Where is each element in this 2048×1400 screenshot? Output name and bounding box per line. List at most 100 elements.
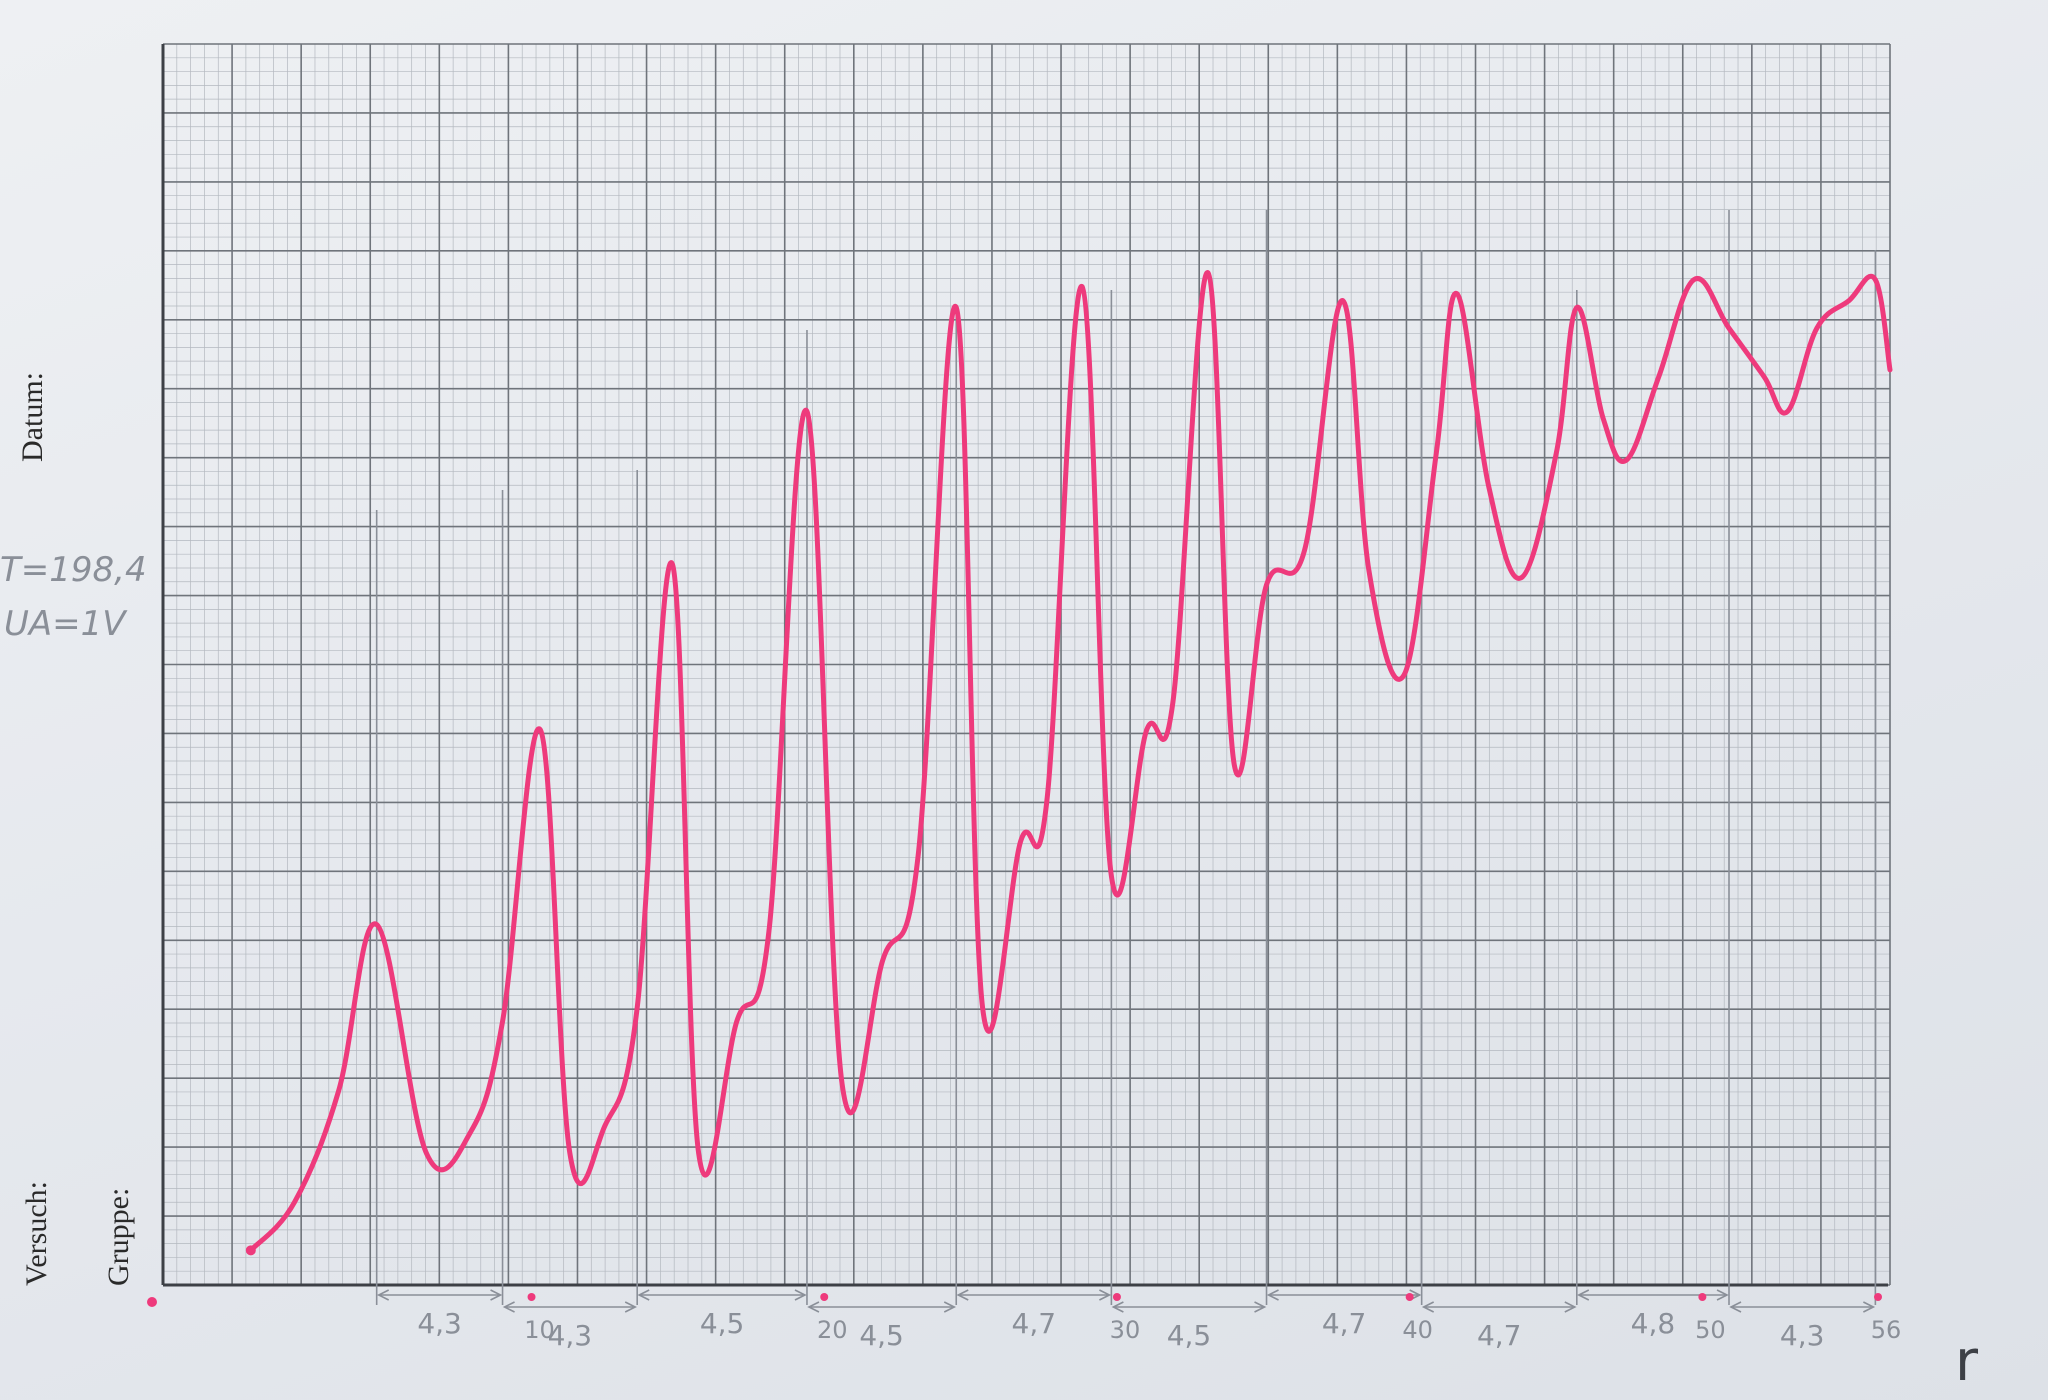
data-point: [1814, 326, 1820, 331]
data-point: [915, 852, 921, 858]
peak-annotations: 4,3 4,3 4,5 4,5 4,7 4,5 4,7 4,7 4,8 4,3: [375, 210, 1877, 1352]
spacing-label: 4,5: [859, 1319, 904, 1352]
data-point: [880, 956, 886, 962]
data-point: [1170, 700, 1176, 705]
data-point: [1761, 374, 1767, 379]
data-point: [1401, 672, 1407, 678]
tick-dot: [1874, 1293, 1882, 1301]
data-point: [766, 929, 772, 934]
arrow-head-left: [376, 1289, 390, 1301]
data-point: [1873, 277, 1878, 282]
data-point: [696, 1151, 701, 1156]
data-point: [1691, 277, 1697, 282]
x-tick-label: 56: [1871, 1316, 1902, 1344]
arrow-head-right: [1099, 1289, 1112, 1301]
data-point: [1434, 450, 1439, 456]
data-point: [1205, 270, 1211, 275]
spacing-label: 4,7: [1012, 1307, 1057, 1340]
spacing-label: 4,8: [1631, 1307, 1676, 1340]
x-tick-label: 30: [1110, 1316, 1141, 1344]
start-point: [245, 1245, 256, 1256]
data-point: [500, 1019, 505, 1024]
data-point: [1726, 326, 1732, 331]
spacing-label: 4,3: [1780, 1319, 1825, 1352]
data-point: [1656, 374, 1661, 379]
data-point: [1109, 873, 1114, 879]
arrow-head-left: [807, 1301, 820, 1313]
arrow-head-right: [1564, 1301, 1577, 1313]
tick-dot: [1112, 1293, 1121, 1301]
data-point: [1624, 457, 1629, 463]
temperature-note: T=198,4: [0, 550, 147, 590]
data-point: [1232, 762, 1237, 768]
spacing-label: 4,3: [417, 1307, 462, 1340]
arrow-head-left: [1111, 1301, 1124, 1313]
origin-dot: [147, 1297, 157, 1307]
data-point: [292, 1199, 297, 1205]
data-point: [1785, 409, 1790, 414]
x-tick-label: 50: [1695, 1316, 1726, 1344]
x-tick-label: 20: [817, 1316, 848, 1344]
tick-dot: [820, 1293, 829, 1301]
data-point: [980, 1005, 985, 1010]
arrow-head-right: [1716, 1289, 1729, 1301]
data-point: [1366, 568, 1372, 574]
data-point: [670, 561, 675, 567]
data-point: [1044, 797, 1050, 802]
spacing-label: 4,5: [1167, 1319, 1212, 1352]
spacing-label: 4,7: [1477, 1319, 1522, 1352]
data-point: [839, 1081, 845, 1087]
x-tick-label: 40: [1402, 1316, 1433, 1344]
data-point: [1302, 547, 1307, 553]
data-point: [1887, 367, 1893, 373]
arrow-head-right: [794, 1289, 807, 1301]
tick-dot: [1405, 1293, 1414, 1301]
arrow-head-left: [1577, 1289, 1590, 1301]
spacing-label: 4,3: [548, 1319, 593, 1352]
series-line: [248, 270, 1893, 1253]
data-point: [1518, 575, 1524, 581]
arrow-head-left: [1729, 1301, 1742, 1313]
data-point: [374, 922, 379, 927]
tick-dot: [1698, 1293, 1707, 1301]
x-tick-label: 10: [524, 1316, 555, 1344]
data-point: [1264, 582, 1269, 587]
arrow-head-left: [502, 1301, 515, 1313]
arrow-head-left: [1266, 1289, 1279, 1301]
grid-major-lines: [162, 43, 1891, 1286]
voltage-note: UA=1V: [4, 604, 126, 644]
arrow-head-right: [943, 1301, 957, 1313]
data-point: [804, 409, 810, 414]
data-point: [1486, 485, 1492, 490]
arrow-head-left: [1421, 1301, 1435, 1313]
axes: [161, 44, 1888, 1287]
data-point: [1846, 298, 1852, 303]
data-point: [954, 305, 959, 310]
data-point: [1079, 284, 1085, 289]
data-point: [1454, 291, 1459, 296]
data-point: [424, 1151, 429, 1156]
spacing-label: 4,7: [1322, 1307, 1367, 1340]
arrow-head-right: [1863, 1301, 1876, 1313]
data-point: [538, 728, 543, 733]
data-point: [567, 1151, 573, 1156]
arrow-head-right: [1254, 1301, 1267, 1313]
data-point: [602, 1123, 608, 1128]
arrow-head-left: [637, 1289, 650, 1301]
series-layer: [147, 270, 1893, 1307]
data-point: [1340, 298, 1345, 303]
x-tick-labels: 10 20 30 40 50 56 r: [524, 1293, 1979, 1394]
data-point: [634, 1005, 640, 1010]
tick-dot: [527, 1293, 536, 1301]
arrow-head-left: [956, 1289, 969, 1301]
data-point: [1600, 416, 1606, 421]
data-point: [734, 1019, 739, 1024]
spacing-label: 4,5: [700, 1307, 745, 1340]
arrow-head-right: [490, 1289, 503, 1301]
data-point: [468, 1130, 473, 1135]
corner-mark: r: [1955, 1329, 1979, 1394]
data-point: [1574, 305, 1579, 310]
data-point: [336, 1088, 341, 1094]
